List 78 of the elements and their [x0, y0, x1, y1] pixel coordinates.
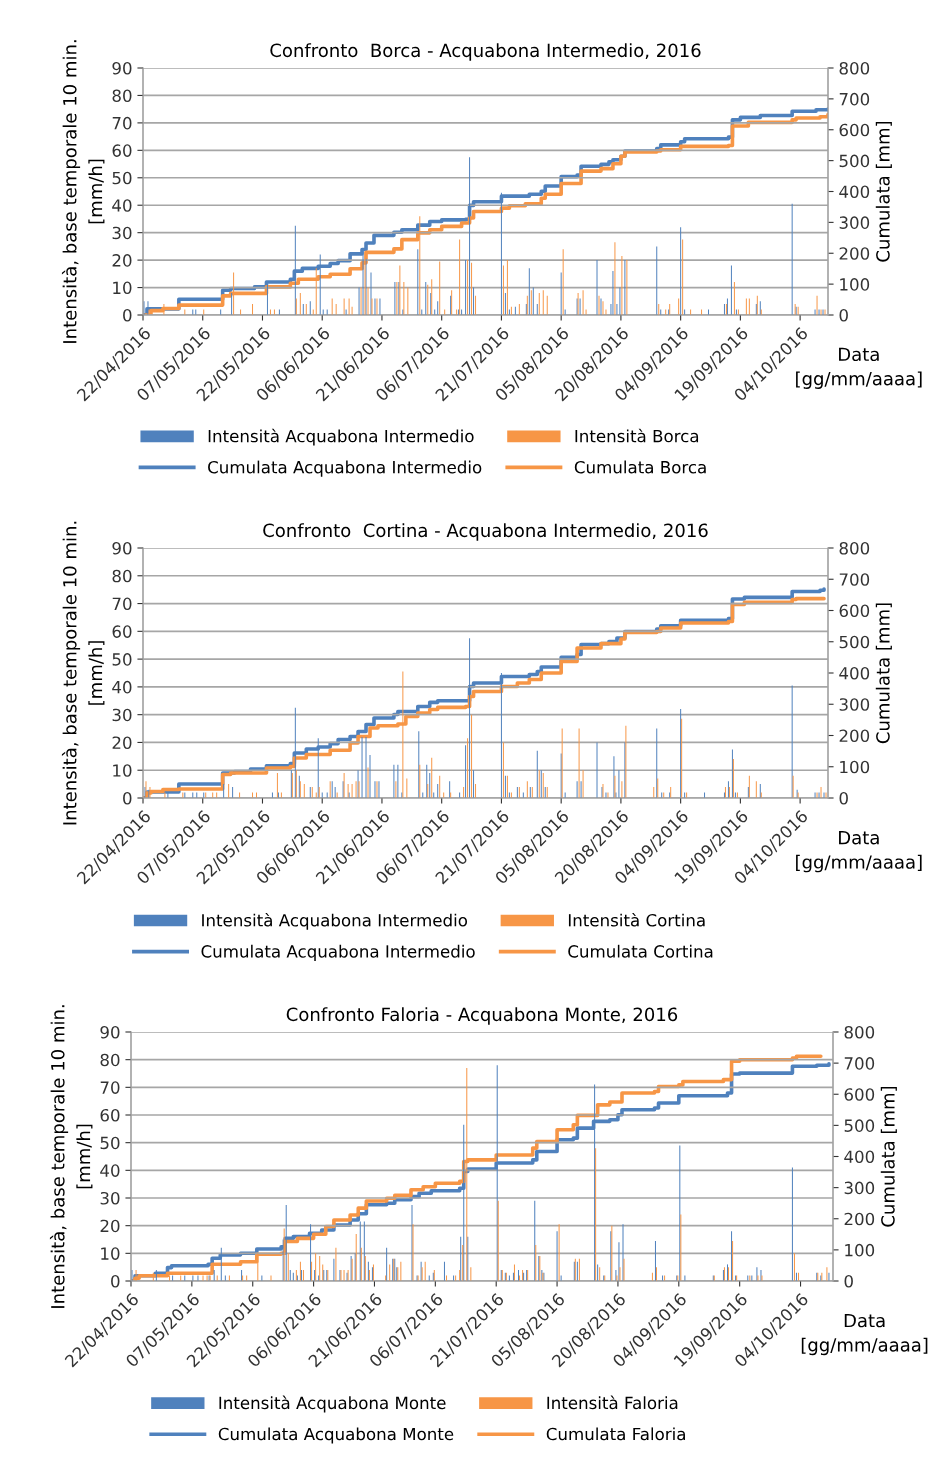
- legend-label: Intensità Acquabona Monte: [219, 1395, 446, 1413]
- y-tick-label: 10: [101, 1247, 120, 1260]
- y2-tick-label: 700: [839, 573, 870, 586]
- y-tick-label: 50: [112, 653, 132, 666]
- y-axis-title: Intensità, base temporale 10 min. [mm/h]: [49, 1005, 93, 1308]
- y-tick-label: 70: [112, 116, 132, 130]
- y2-tick-label: 400: [839, 666, 870, 680]
- y-tick-label: 90: [112, 61, 132, 75]
- legend-label: Intensità Acquabona Intermedio: [202, 913, 468, 930]
- chart-title: Confronto Cortina - Acquabona Intermedio, 2016: [263, 523, 708, 541]
- y2-tick-label: 300: [839, 216, 870, 229]
- y2-tick-label: 600: [839, 604, 870, 618]
- legend-label: Cumulata Acquabona Monte: [218, 1427, 454, 1444]
- y-tick-label: 0: [123, 791, 132, 805]
- legend-label: Intensità Cortina: [568, 913, 705, 927]
- y2-tick-label: 0: [839, 308, 848, 322]
- y2-tick-label: 600: [839, 123, 870, 137]
- y-axis-title: Intensità, base temporale 10 min. [mm/h]: [61, 40, 105, 343]
- y2-tick-label: 600: [844, 1088, 875, 1101]
- legend-label: Intensità Acquabona Intermedio: [208, 428, 474, 446]
- y2-tick-label: 100: [840, 760, 870, 774]
- y-tick-label: 90: [100, 1025, 120, 1039]
- y2-tick-label: 100: [845, 1243, 875, 1257]
- y2-axis-title: Cumulata [mm]: [875, 603, 892, 744]
- y2-tick-label: 200: [839, 729, 870, 743]
- y2-axis-title: Cumulata [mm]: [880, 1086, 897, 1227]
- y2-tick-label: 200: [839, 247, 870, 260]
- y-tick-label: 20: [100, 1219, 120, 1233]
- y-tick-label: 30: [112, 708, 132, 722]
- legend-label: Cumulata Borca: [574, 460, 706, 474]
- y2-tick-label: 400: [844, 1150, 875, 1164]
- y-tick-label: 0: [111, 1274, 120, 1288]
- y-tick-label: 60: [100, 1108, 120, 1122]
- y-tick-label: 90: [112, 541, 132, 555]
- y-tick-label: 70: [112, 597, 132, 611]
- y-tick-label: 60: [112, 625, 132, 638]
- y2-tick-label: 200: [844, 1212, 875, 1226]
- y2-tick-label: 800: [844, 1025, 875, 1039]
- y-tick-label: 50: [100, 1136, 120, 1150]
- y2-tick-label: 400: [839, 185, 870, 199]
- y-tick-label: 80: [112, 569, 132, 583]
- y-tick-label: 60: [112, 144, 132, 157]
- y2-tick-label: 0: [844, 1274, 853, 1288]
- y-tick-label: 20: [112, 736, 132, 750]
- y-tick-label: 80: [100, 1053, 120, 1067]
- y-tick-label: 40: [100, 1164, 120, 1177]
- y2-tick-label: 300: [839, 698, 870, 711]
- y-tick-label: 50: [112, 171, 132, 185]
- y-tick-label: 30: [100, 1191, 120, 1205]
- y-axis-title: Intensità, base temporale 10 min. [mm/h]: [61, 521, 105, 825]
- legend-label: Cumulata Acquabona Intermedio: [201, 944, 475, 961]
- y-tick-label: 10: [113, 764, 132, 777]
- y2-tick-label: 300: [844, 1181, 875, 1195]
- y2-tick-label: 700: [844, 1057, 875, 1070]
- y-tick-label: 40: [112, 680, 132, 694]
- y2-axis-title: Cumulata [mm]: [875, 121, 892, 262]
- legend-label: Cumulata Cortina: [568, 944, 713, 958]
- y-tick-label: 70: [100, 1081, 120, 1094]
- chart-title: Confronto Faloria - Acquabona Monte, 2016: [286, 1007, 678, 1025]
- y2-tick-label: 0: [839, 791, 848, 805]
- legend-label: Cumulata Faloria: [546, 1427, 685, 1441]
- y-tick-label: 10: [113, 281, 132, 295]
- y-tick-label: 20: [112, 254, 132, 267]
- y2-tick-label: 500: [844, 1119, 875, 1132]
- y2-tick-label: 500: [839, 635, 870, 649]
- y2-tick-label: 800: [839, 61, 870, 75]
- y-tick-label: 0: [123, 308, 132, 322]
- y-tick-label: 30: [112, 226, 132, 240]
- y2-tick-label: 700: [839, 92, 870, 106]
- y-tick-label: 80: [112, 89, 132, 103]
- legend-label: Cumulata Acquabona Intermedio: [208, 460, 482, 477]
- y-tick-label: 40: [112, 199, 132, 212]
- y2-tick-label: 500: [839, 154, 870, 168]
- y2-tick-label: 100: [840, 278, 870, 291]
- legend-label: Intensità Borca: [575, 428, 699, 443]
- chart-title: Confronto Borca - Acquabona Intermedio, 2016: [270, 43, 701, 61]
- y2-tick-label: 800: [839, 541, 870, 555]
- legend-label: Intensità Faloria: [547, 1395, 678, 1410]
